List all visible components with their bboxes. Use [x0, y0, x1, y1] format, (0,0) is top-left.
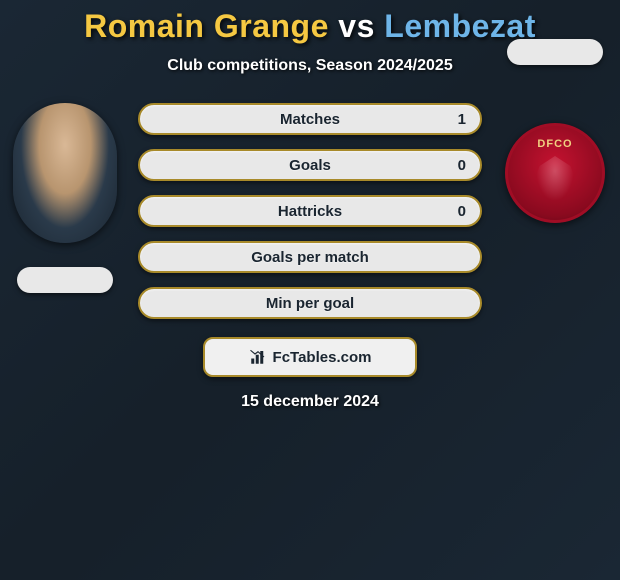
stat-right-value: 0 — [458, 157, 466, 174]
stat-row-goals: Goals 0 — [138, 149, 482, 181]
stats-column: Matches 1 Goals 0 Hattricks 0 Goals per … — [138, 103, 482, 319]
stat-label: Goals per match — [251, 249, 369, 266]
date-text: 15 december 2024 — [241, 393, 379, 411]
player2-club-badge — [505, 123, 605, 223]
player1-club-pill — [17, 267, 113, 293]
brand-pill[interactable]: FcTables.com — [203, 337, 417, 377]
vs-label: vs — [338, 8, 375, 44]
player1-photo — [13, 103, 117, 243]
stat-row-matches: Matches 1 — [138, 103, 482, 135]
stat-row-min-per-goal: Min per goal — [138, 287, 482, 319]
left-column — [10, 103, 120, 293]
player2-name: Lembezat — [384, 8, 536, 44]
player2-club-pill — [507, 39, 603, 65]
stat-label: Min per goal — [266, 295, 354, 312]
content-wrapper: Romain Grange vs Lembezat Club competiti… — [0, 0, 620, 411]
stat-label: Hattricks — [278, 203, 342, 220]
stat-row-hattricks: Hattricks 0 — [138, 195, 482, 227]
stat-right-value: 0 — [458, 203, 466, 220]
stat-right-value: 1 — [458, 111, 466, 128]
right-column — [500, 103, 610, 223]
footer: FcTables.com 15 december 2024 — [0, 337, 620, 411]
stat-label: Goals — [289, 157, 331, 174]
brand-text: FcTables.com — [273, 349, 372, 366]
stat-row-goals-per-match: Goals per match — [138, 241, 482, 273]
bar-chart-icon — [249, 348, 267, 366]
stat-label: Matches — [280, 111, 340, 128]
main-row: Matches 1 Goals 0 Hattricks 0 Goals per … — [0, 103, 620, 319]
player1-name: Romain Grange — [84, 8, 329, 44]
